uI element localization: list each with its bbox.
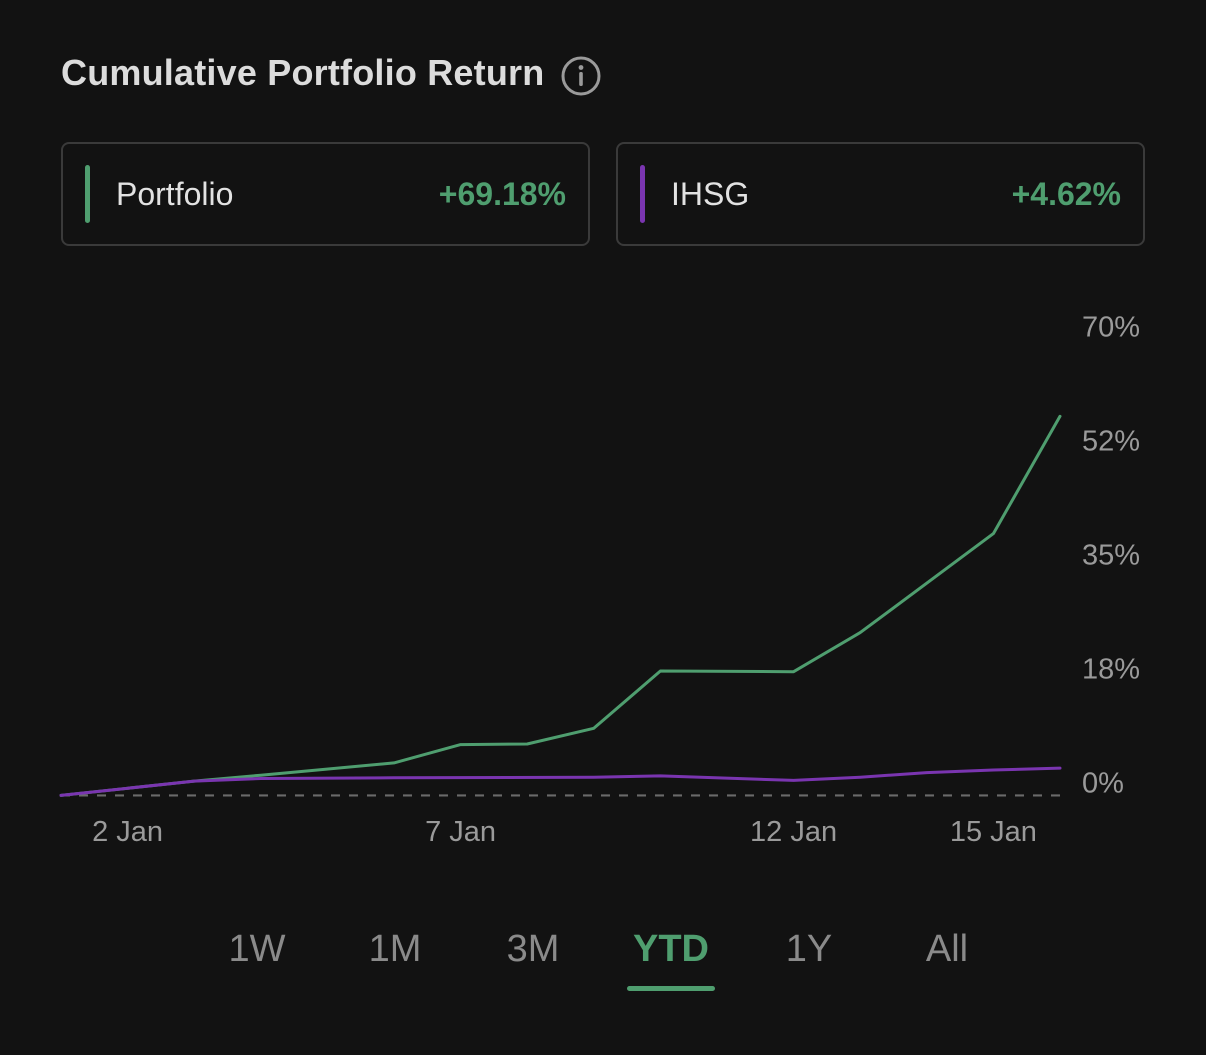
cumulative-return-chart[interactable]: 70% 52% 35% 18% 0% 2 Jan 7 Jan 12 Jan 15 Jan: [0, 300, 1206, 880]
legend-color-bar: [85, 165, 90, 223]
active-tab-indicator: [627, 986, 715, 991]
tab-1m[interactable]: 1M: [368, 928, 422, 970]
legend-series-value: +69.18%: [438, 175, 566, 212]
legend-series-name: IHSG: [671, 175, 750, 212]
y-tick-label: 70%: [1082, 312, 1140, 344]
x-tick-label: 12 Jan: [750, 816, 837, 848]
info-circle-icon[interactable]: [560, 55, 601, 96]
y-tick-label: 35%: [1082, 540, 1140, 572]
series-line-ihsg: [59, 766, 1062, 797]
x-tick-label: 15 Jan: [950, 816, 1037, 848]
x-tick-label: 2 Jan: [92, 816, 163, 848]
x-tick-label: 7 Jan: [425, 816, 496, 848]
tab-ytd[interactable]: YTD: [633, 928, 709, 970]
chart-header: Cumulative Portfolio Return: [61, 52, 601, 96]
legend-series-value: +4.62%: [1011, 175, 1121, 212]
y-tick-label: 18%: [1082, 654, 1140, 686]
legend-card-ihsg[interactable]: IHSG +4.62%: [616, 142, 1145, 246]
y-tick-label: 0%: [1082, 768, 1124, 800]
tab-all[interactable]: All: [925, 928, 969, 970]
tab-1w[interactable]: 1W: [228, 928, 286, 970]
legend-series-name: Portfolio: [116, 175, 234, 212]
tab-1y[interactable]: 1Y: [785, 928, 833, 970]
legend-color-bar: [640, 165, 645, 223]
y-tick-label: 52%: [1082, 426, 1140, 458]
timeframe-tabs: 1W 1M 3M YTD 1Y All: [0, 928, 1206, 998]
tab-3m[interactable]: 3M: [506, 928, 560, 970]
page-title: Cumulative Portfolio Return: [61, 52, 545, 93]
legend-card-portfolio[interactable]: Portfolio +69.18%: [61, 142, 590, 246]
series-line-portfolio: [59, 414, 1062, 797]
